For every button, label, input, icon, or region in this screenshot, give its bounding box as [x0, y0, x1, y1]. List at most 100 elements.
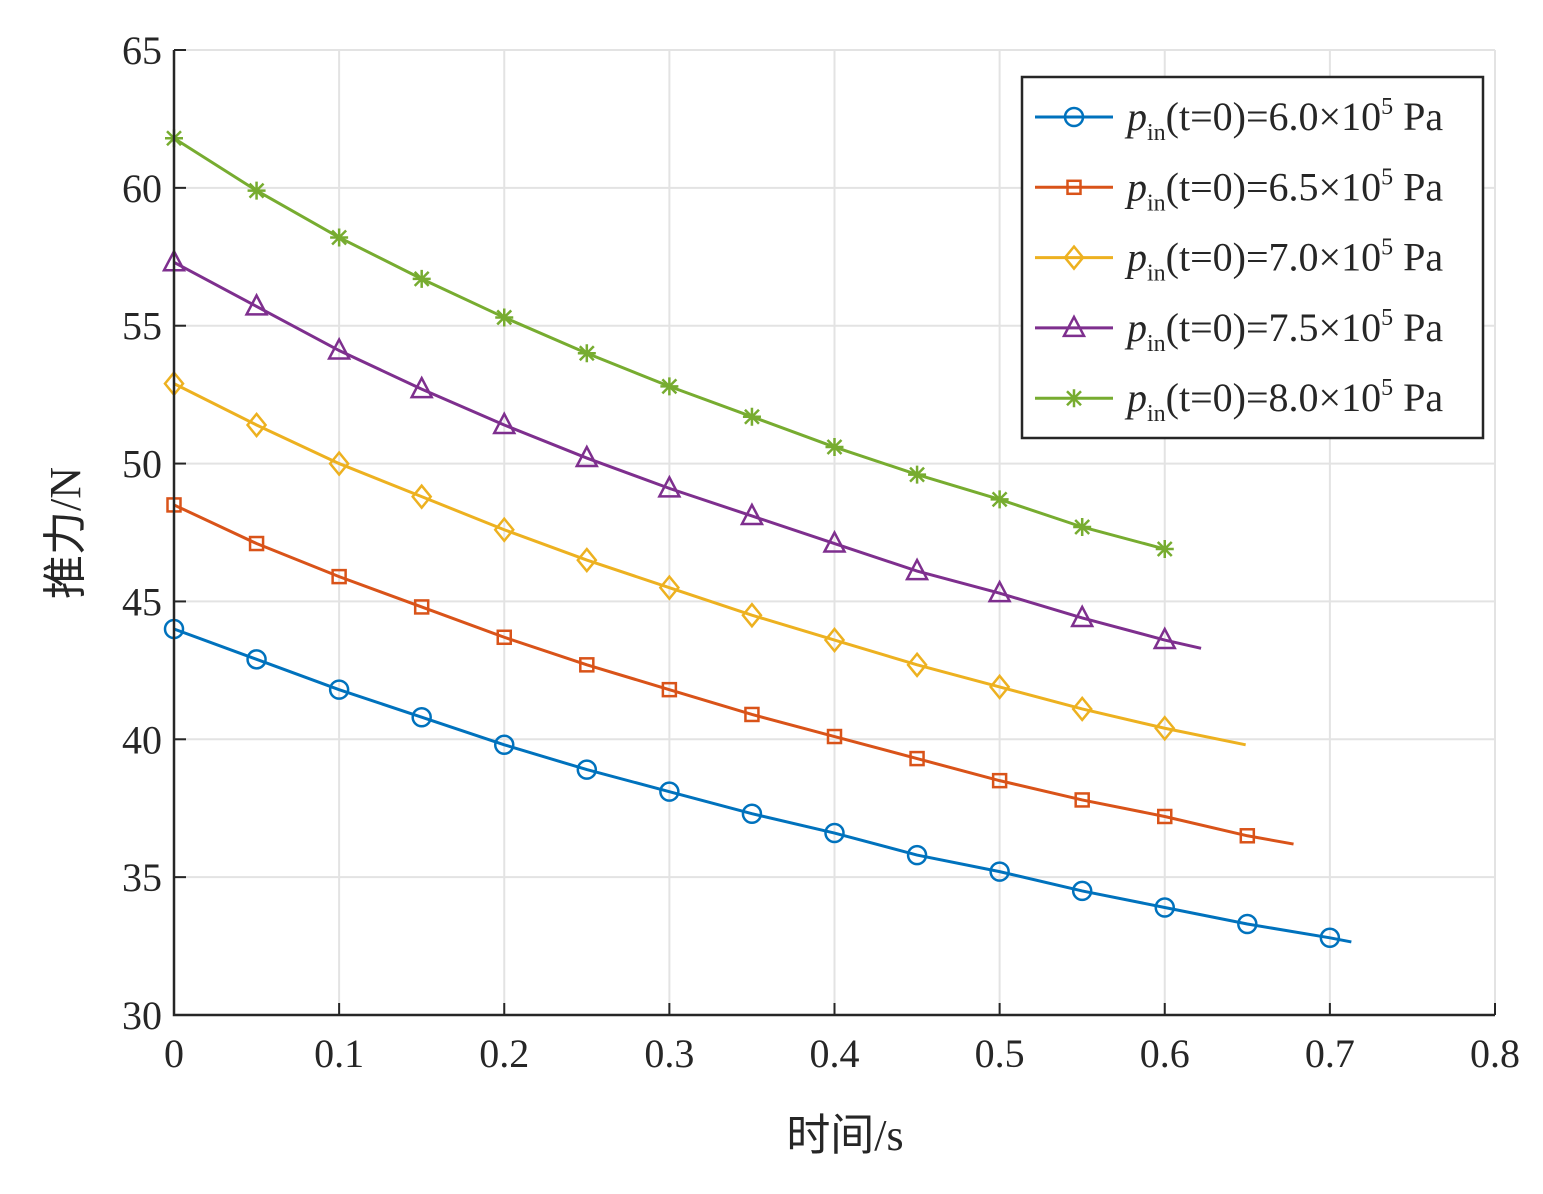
- axis-lines: [172, 50, 1495, 1017]
- circle-marker: [246, 649, 267, 670]
- circle-marker: [824, 822, 845, 844]
- series-3: [163, 370, 1246, 747]
- legend-superscript: 5: [1381, 235, 1393, 261]
- square-marker: [579, 657, 595, 673]
- asterisk-marker: [247, 181, 266, 200]
- diamond-marker: [1063, 244, 1085, 271]
- diamond-marker: [245, 411, 268, 438]
- diamond-marker: [989, 673, 1011, 700]
- series-1: [163, 618, 1352, 949]
- legend-entry: pin(t=0)=7.5×105 Pa: [1035, 305, 1443, 357]
- triangle-marker: [987, 579, 1012, 603]
- series-line: [173, 503, 1294, 846]
- legend-unit: Pa: [1393, 94, 1443, 139]
- legend-label: pin(t=0)=6.0×105 Pa: [1124, 94, 1443, 146]
- y-tick-label: 35: [122, 855, 162, 900]
- circle-marker: [411, 706, 432, 728]
- diamond-marker: [741, 602, 763, 629]
- legend-subscript: in: [1147, 120, 1166, 146]
- legend-text: (t=0)=6.5×10: [1166, 164, 1381, 209]
- diamond-marker: [576, 547, 598, 574]
- diamond-marker: [823, 627, 846, 654]
- y-tick-label: 45: [122, 579, 162, 624]
- legend-superscript: 5: [1381, 94, 1393, 120]
- axes: 0 0.1 0.2 0.3 0.4 0.5 0.6 0.7 0.8303540455055606…: [122, 28, 1520, 1076]
- legend-text: (t=0)=8.0×10: [1166, 375, 1381, 420]
- diamond-marker: [411, 483, 433, 510]
- asterisk-marker: [330, 228, 349, 247]
- y-tick-label: 40: [122, 717, 162, 762]
- triangle-marker: [904, 557, 930, 581]
- series-line: [173, 260, 1202, 650]
- triangle-marker: [1070, 604, 1095, 628]
- circle-marker: [1071, 880, 1093, 902]
- square-marker: [413, 599, 430, 615]
- triangle-marker: [574, 444, 599, 468]
- asterisk-marker: [1065, 389, 1083, 408]
- diamond-marker: [328, 450, 350, 477]
- asterisk-marker: [495, 308, 514, 327]
- diamond-marker: [1071, 695, 1093, 722]
- circle-marker: [659, 781, 680, 802]
- square-marker: [1239, 828, 1256, 844]
- legend-label: pin(t=0)=8.0×105 Pa: [1124, 375, 1443, 427]
- y-axis-label: 推力/N: [41, 467, 90, 599]
- legend-subscript: in: [1147, 190, 1166, 216]
- legend-text: (t=0)=7.5×10: [1166, 305, 1381, 350]
- square-marker: [1157, 808, 1173, 825]
- circle-marker: [328, 679, 350, 700]
- square-marker: [826, 728, 843, 745]
- diamond-marker: [658, 574, 680, 601]
- legend-unit: Pa: [1393, 305, 1443, 350]
- y-tick-label: 65: [122, 28, 162, 73]
- x-tick-label: 0.1: [314, 1031, 364, 1076]
- legend-entry: pin(t=0)=6.5×105 Pa: [1035, 164, 1443, 216]
- x-tick-label: 0: [164, 1031, 184, 1076]
- legend-label: pin(t=0)=6.5×105 Pa: [1124, 164, 1443, 216]
- triangle-marker: [409, 375, 434, 399]
- y-tick-label: 50: [122, 442, 162, 487]
- legend-subscript: in: [1147, 331, 1166, 357]
- legend-entry: pin(t=0)=6.0×105 Pa: [1035, 94, 1443, 146]
- triangle-marker: [244, 292, 269, 316]
- square-marker: [909, 750, 925, 767]
- x-tick-label: 0.8: [1470, 1031, 1520, 1076]
- legend-unit: Pa: [1393, 164, 1443, 209]
- square-marker: [496, 629, 512, 646]
- square-marker: [991, 772, 1008, 789]
- legend-subscript: in: [1147, 261, 1166, 287]
- series-line: [173, 382, 1246, 747]
- x-tick-label: 0.6: [1140, 1031, 1190, 1076]
- series-5: [165, 129, 1174, 559]
- y-tick-label: 55: [122, 304, 162, 349]
- square-marker: [1066, 179, 1082, 196]
- triangle-marker: [492, 411, 517, 435]
- x-tick-label: 0.7: [1305, 1031, 1355, 1076]
- legend-symbol: p: [1124, 164, 1147, 209]
- legend-text: (t=0)=6.0×10: [1166, 94, 1381, 139]
- triangle-marker: [327, 336, 352, 360]
- asterisk-marker: [1073, 517, 1092, 536]
- circle-marker: [1063, 106, 1085, 128]
- y-tick-label: 60: [122, 166, 162, 211]
- legend-symbol: p: [1124, 235, 1147, 280]
- square-marker: [744, 706, 760, 723]
- legend-superscript: 5: [1381, 164, 1393, 190]
- x-tick-label: 0.4: [810, 1031, 860, 1076]
- triangle-marker: [1061, 314, 1087, 338]
- diamond-marker: [1154, 715, 1176, 742]
- legend-entry: pin(t=0)=8.0×105 Pa: [1035, 375, 1443, 427]
- x-tick-label: 0.3: [644, 1031, 694, 1076]
- square-marker: [661, 681, 678, 698]
- legend-entry: pin(t=0)=7.0×105 Pa: [1035, 235, 1443, 287]
- legend-subscript: in: [1147, 401, 1166, 427]
- legend-unit: Pa: [1393, 375, 1443, 420]
- diamond-marker: [906, 651, 928, 678]
- asterisk-marker: [660, 377, 679, 396]
- legend-unit: Pa: [1393, 235, 1443, 280]
- legend-text: (t=0)=7.0×10: [1166, 235, 1381, 280]
- asterisk-marker: [577, 344, 596, 363]
- asterisk-marker: [1155, 540, 1174, 559]
